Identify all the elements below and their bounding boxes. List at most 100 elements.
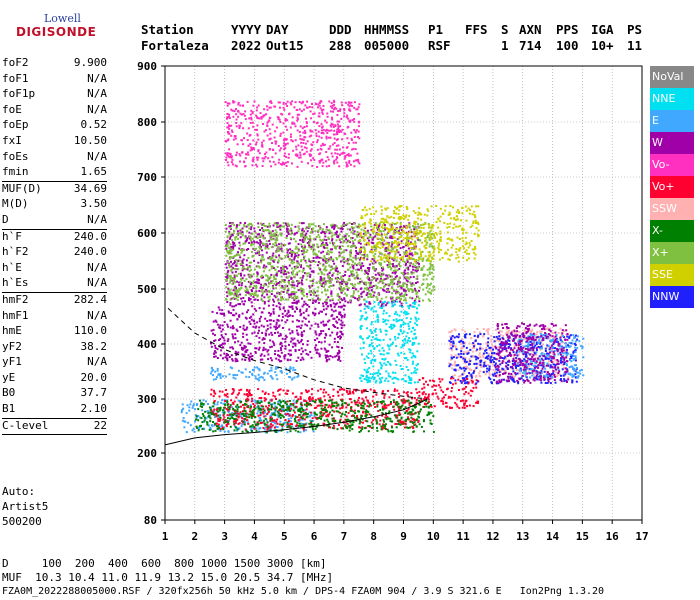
scatter-point [241, 371, 244, 374]
scatter-point [228, 410, 231, 412]
scatter-point [225, 394, 227, 397]
scatter-point [236, 280, 238, 283]
scatter-point [267, 401, 270, 404]
scatter-point [257, 388, 260, 391]
scatter-point [401, 404, 404, 407]
scatter-point [377, 225, 380, 228]
scatter-point [389, 344, 392, 347]
scatter-point [296, 280, 299, 282]
scatter-point [262, 412, 265, 415]
scatter-point [237, 303, 240, 306]
scatter-point [240, 415, 243, 418]
scatter-point [349, 255, 352, 258]
scatter-point [325, 410, 328, 413]
scatter-point [408, 222, 411, 225]
scatter-point [323, 388, 326, 391]
scatter-point [275, 366, 278, 368]
scatter-point [309, 285, 312, 288]
scatter-point [294, 225, 297, 228]
scatter-point [427, 298, 430, 301]
scatter-point [395, 377, 398, 380]
scatter-point [382, 318, 385, 321]
scatter-point [341, 256, 344, 259]
scatter-point [286, 389, 289, 392]
scatter-point [194, 420, 196, 423]
scatter-point [241, 234, 244, 237]
scatter-point [336, 273, 339, 276]
scatter-point [305, 389, 307, 392]
scatter-point [332, 310, 335, 313]
scatter-point [425, 405, 428, 408]
scatter-point [330, 315, 333, 318]
scatter-point [212, 402, 215, 405]
scatter-point [245, 239, 248, 241]
scatter-point [263, 354, 266, 357]
scatter-point [227, 354, 229, 356]
param-value: 2.10 [80, 402, 108, 416]
scatter-point [375, 372, 378, 375]
scatter-point [398, 228, 401, 230]
scatter-point [339, 388, 341, 391]
scatter-point [286, 400, 289, 403]
scatter-point [418, 262, 420, 265]
scatter-point [256, 273, 259, 276]
scatter-point [264, 348, 267, 351]
scatter-point [332, 260, 335, 262]
scatter-point [268, 319, 271, 322]
scatter-point [231, 388, 234, 391]
scatter-point [266, 426, 269, 429]
scatter-point [324, 235, 327, 238]
scatter-point [346, 422, 349, 425]
scatter-point [335, 257, 338, 259]
scatter-point [391, 271, 394, 274]
param-row: yF1 N/A [2, 355, 107, 371]
scatter-point [376, 228, 379, 231]
scatter-point [398, 276, 401, 279]
scatter-point [322, 259, 325, 262]
scatter-point [225, 286, 228, 289]
scatter-point [382, 288, 384, 291]
scatter-point [448, 395, 451, 398]
scatter-point [274, 430, 277, 433]
scatter-point [315, 417, 318, 420]
scatter-point [219, 407, 222, 410]
scatter-point [281, 337, 284, 340]
scatter-point [377, 371, 380, 374]
scatter-point [431, 379, 434, 382]
scatter-point [256, 321, 259, 324]
scatter-point [367, 296, 370, 299]
scatter-point [401, 339, 404, 342]
scatter-cluster-e [209, 366, 300, 382]
scatter-point [364, 305, 367, 308]
scatter-point [228, 225, 231, 228]
scatter-point [341, 265, 344, 267]
scatter-point [218, 326, 221, 329]
scatter-point [372, 290, 375, 293]
scatter-point [432, 430, 435, 433]
scatter-point [391, 263, 394, 265]
scatter-point [396, 248, 399, 251]
header-label-10: IGA [591, 22, 614, 37]
scatter-point [181, 403, 184, 406]
scatter-point [362, 232, 365, 235]
scatter-point [324, 301, 327, 304]
scatter-point [279, 343, 282, 346]
scatter-point [350, 401, 353, 404]
scatter-point [246, 230, 249, 233]
scatter-point [289, 349, 292, 352]
scatter-point [325, 350, 328, 353]
scatter-point [427, 383, 429, 386]
scatter-point [317, 417, 319, 420]
scatter-point [221, 309, 224, 312]
scatter-point [373, 329, 376, 332]
scatter-point [385, 296, 388, 299]
scatter-point [305, 390, 308, 393]
scatter-point [388, 252, 391, 255]
scatter-point [272, 419, 275, 422]
scatter-point [333, 233, 336, 236]
scatter-point [341, 278, 344, 281]
scatter-point [393, 414, 396, 417]
scatter-point [312, 289, 315, 292]
scatter-point [430, 405, 433, 408]
scatter-point [414, 423, 417, 426]
